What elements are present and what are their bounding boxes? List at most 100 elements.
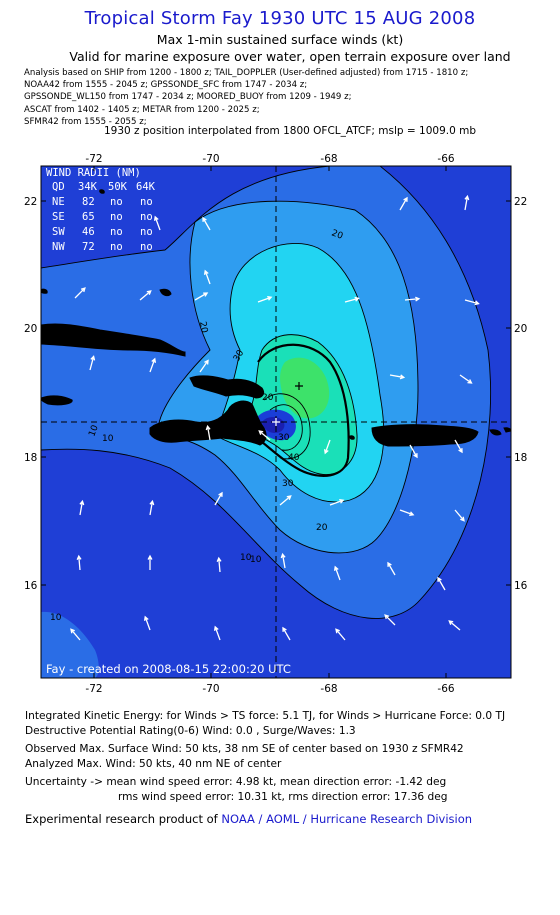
- lon-tick-bottom: -68: [320, 683, 337, 695]
- max-wind-marker: [295, 382, 303, 390]
- wind-radii-34k: 72: [82, 241, 95, 253]
- analyzed-max-line: Analyzed Max. Wind: 50 kts, 40 nm NE of …: [25, 758, 282, 770]
- wind-vector-arrow: [79, 499, 85, 516]
- wind-radii-34k: 65: [82, 211, 95, 223]
- wind-vector-arrow: [258, 430, 271, 441]
- wind-vectors: [70, 194, 480, 641]
- wind-vector-arrow: [257, 295, 273, 303]
- product-credit-org[interactable]: NOAA / AOML / Hurricane Research Divisio…: [221, 812, 473, 826]
- wind-vector-arrow: [387, 561, 396, 576]
- wind-radii-header-qd: QD: [52, 181, 65, 193]
- wind-radii-50k: no: [110, 226, 123, 238]
- wind-vector-arrow: [214, 491, 223, 506]
- cuba-coast: [41, 323, 186, 357]
- lat-tick-left: 16: [24, 580, 38, 592]
- wind-radii-quadrant: SW: [52, 226, 65, 238]
- wind-vector-arrow: [147, 554, 153, 570]
- wind-radii-50k: no: [110, 211, 123, 223]
- lat-tick-left: 18: [24, 452, 37, 464]
- wind-radii-64k: no: [140, 226, 153, 238]
- analysis-line: NOAA42 from 1555 - 2045 z; GPSSONDE_SFC …: [24, 80, 308, 91]
- ike-line: Integrated Kinetic Energy: for Winds > T…: [25, 710, 506, 722]
- cayman: [41, 288, 48, 294]
- wind-radii-50k: no: [110, 241, 123, 253]
- wind-vector-arrow: [76, 554, 82, 571]
- wind-vector-arrow: [333, 565, 341, 581]
- wind-vector-arrow: [454, 439, 463, 454]
- contour-label: 20: [316, 523, 328, 533]
- great-inagua: [159, 288, 172, 297]
- creation-credit: Fay - created on 2008-08-15 22:00:20 UTC: [46, 662, 291, 676]
- analysis-line: GPSSONDE_WL150 from 1747 - 2034 z; MOORE…: [24, 92, 352, 103]
- wind-vector-arrow: [404, 296, 421, 302]
- culebra: [503, 427, 511, 433]
- wind-vector-arrow: [202, 216, 211, 231]
- contour-label: 10: [102, 434, 114, 444]
- product-credit: Experimental research product of NOAA / …: [25, 812, 472, 826]
- wind-radii-50k: no: [110, 196, 123, 208]
- contour-label: 10: [250, 555, 262, 565]
- wind-vector-arrow: [448, 620, 461, 631]
- analysis-line: Analysis based on SHIP from 1200 - 1800 …: [24, 68, 469, 78]
- contour-line-inner2: [263, 393, 311, 460]
- lon-tick-top: -70: [202, 153, 219, 165]
- wind-vector-arrow: [139, 290, 152, 301]
- axis-ticks: [41, 166, 511, 678]
- puerto-rico: [371, 424, 479, 447]
- wind-vector-arrow: [384, 614, 396, 626]
- wind-vector-arrow: [335, 628, 346, 641]
- wind-vector-arrow: [70, 628, 81, 641]
- mona-island: [349, 435, 355, 440]
- lon-tick-bottom: -72: [85, 683, 102, 695]
- wind-vector-arrow: [149, 357, 157, 373]
- observed-max-line: Observed Max. Surface Wind: 50 kts, 38 n…: [25, 743, 464, 755]
- analysis-line: SFMR42 from 1555 - 2055 z;: [24, 116, 147, 127]
- wind-vector-arrow: [464, 194, 470, 211]
- contour-label: 40: [288, 453, 300, 463]
- wind-radii-34k: 46: [82, 226, 95, 238]
- position-note: 1930 z position interpolated from 1800 O…: [103, 125, 477, 137]
- contour-line-20: [157, 200, 419, 554]
- page-title: Tropical Storm Fay 1930 UTC 15 AUG 2008: [84, 8, 476, 29]
- wind-radii-quadrant: NW: [52, 241, 65, 253]
- contour-label: 20: [262, 393, 274, 403]
- contour-label: 10: [87, 424, 100, 438]
- lat-tick-right: 22: [514, 196, 527, 208]
- gonave-island: [211, 425, 229, 434]
- contour-label: 30: [282, 479, 294, 489]
- wind-vector-arrow: [280, 552, 286, 569]
- lat-tick-left: 22: [24, 196, 37, 208]
- contour-10kt-sw: [41, 611, 99, 678]
- wind-vector-arrow: [143, 615, 151, 631]
- contour-line-10: [41, 166, 492, 619]
- plot-frame: [40, 165, 512, 679]
- wind-radii-header-50k: 50K: [108, 181, 128, 193]
- wind-vector-arrow: [464, 299, 480, 306]
- bahamas-islet: [99, 189, 105, 194]
- wind-vector-arrow: [74, 287, 86, 299]
- lon-tick-top: -66: [437, 153, 454, 165]
- wind-vector-arrow: [409, 444, 418, 459]
- uncertainty-line-2: rms wind speed error: 10.31 kt, rms dire…: [118, 791, 448, 803]
- analysis-sources: Analysis based on SHIP from 1200 - 1800 …: [24, 67, 468, 128]
- wind-vector-arrow: [454, 509, 465, 522]
- wind-vector-arrow: [399, 196, 408, 211]
- wind-vector-arrow: [323, 439, 331, 455]
- wind-radii-34k: 82: [82, 196, 95, 208]
- dpr-line: Destructive Potential Rating(0-6) Wind: …: [25, 725, 356, 737]
- lat-tick-right: 16: [514, 580, 528, 592]
- wind-radii-quadrant: NE: [52, 196, 65, 208]
- wind-field-map: 20 10 20 30 30 40 30 20 10 10 10 10 20 W…: [24, 153, 528, 695]
- wind-radii-header-64k: 64K: [136, 181, 156, 193]
- wind-vector-arrow: [205, 424, 211, 441]
- wind-vector-arrow: [199, 359, 209, 373]
- wind-vector-arrow: [279, 495, 292, 506]
- wind-radii-header-34k: 34K: [78, 181, 98, 193]
- wind-radii-title: WIND RADII (NM): [46, 167, 141, 179]
- lat-tick-right: 20: [514, 323, 527, 335]
- contour-line-inner: [269, 404, 303, 451]
- wind-vector-arrow: [282, 626, 291, 641]
- coastlines: [41, 189, 511, 447]
- wind-radii-table: WIND RADII (NM) QD 34K 50K 64K NE 82 no …: [46, 167, 156, 253]
- wind-vector-arrow: [89, 355, 96, 371]
